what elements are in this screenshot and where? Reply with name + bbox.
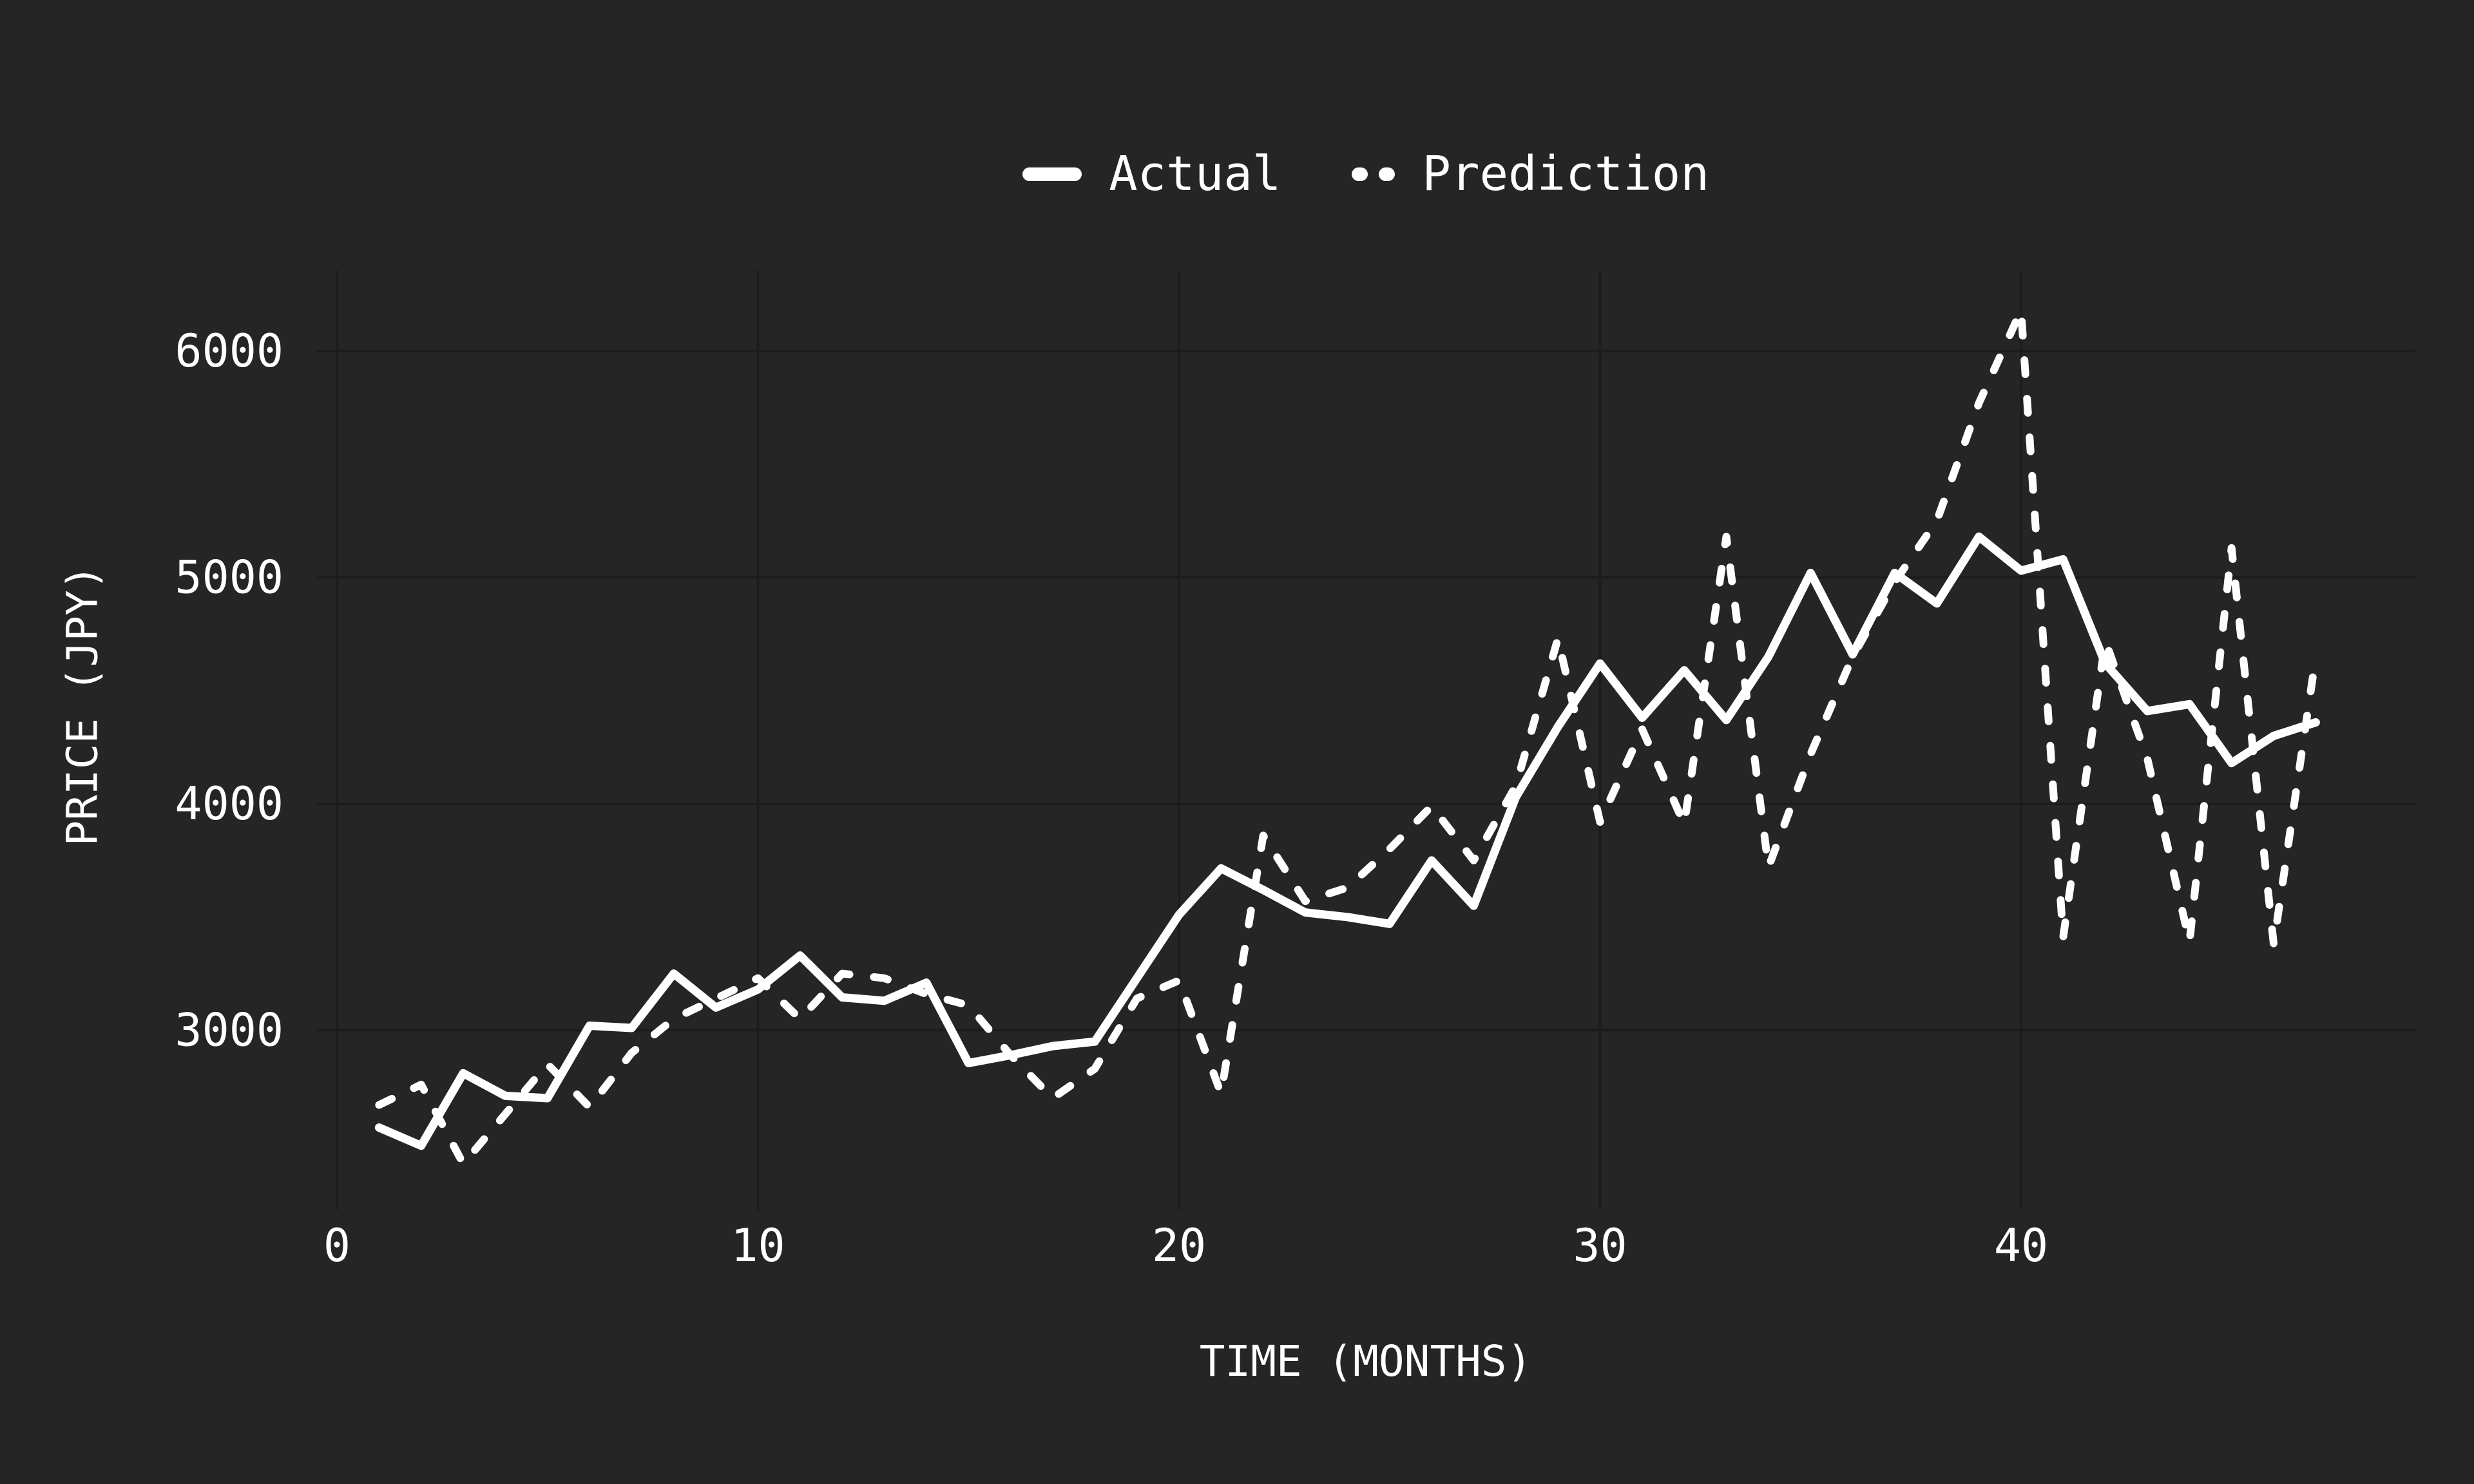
legend-label-actual: Actual	[1109, 146, 1281, 202]
x-axis-title: TIME (MONTHS)	[1199, 1337, 1533, 1386]
actual-line	[374, 532, 2320, 1150]
prediction-line	[375, 306, 2320, 1168]
legend-label-prediction: Prediction	[1422, 146, 1709, 202]
x-tick-label: 20	[1152, 1219, 1206, 1272]
y-tick-label: 3000	[175, 1004, 283, 1057]
y-tick-label: 5000	[175, 551, 283, 604]
legend-item-actual: Actual	[1022, 150, 1281, 198]
legend: Actual Prediction	[316, 138, 2416, 209]
x-tick-label: 0	[323, 1219, 350, 1272]
y-tick-label: 6000	[175, 325, 283, 377]
tick-labels: 0 10 20 30 40 3000 4000 5000 6000	[175, 325, 2048, 1272]
dashed-line-swatch-icon	[1352, 167, 1395, 181]
y-tick-label: 4000	[175, 777, 283, 830]
x-tick-label: 30	[1573, 1219, 1627, 1272]
solid-line-swatch-icon	[1022, 167, 1082, 181]
legend-item-prediction: Prediction	[1352, 150, 1709, 198]
x-tick-label: 10	[731, 1219, 785, 1272]
data-series	[374, 306, 2320, 1168]
gridlines	[316, 271, 2415, 1210]
x-tick-label: 40	[1994, 1219, 2048, 1272]
